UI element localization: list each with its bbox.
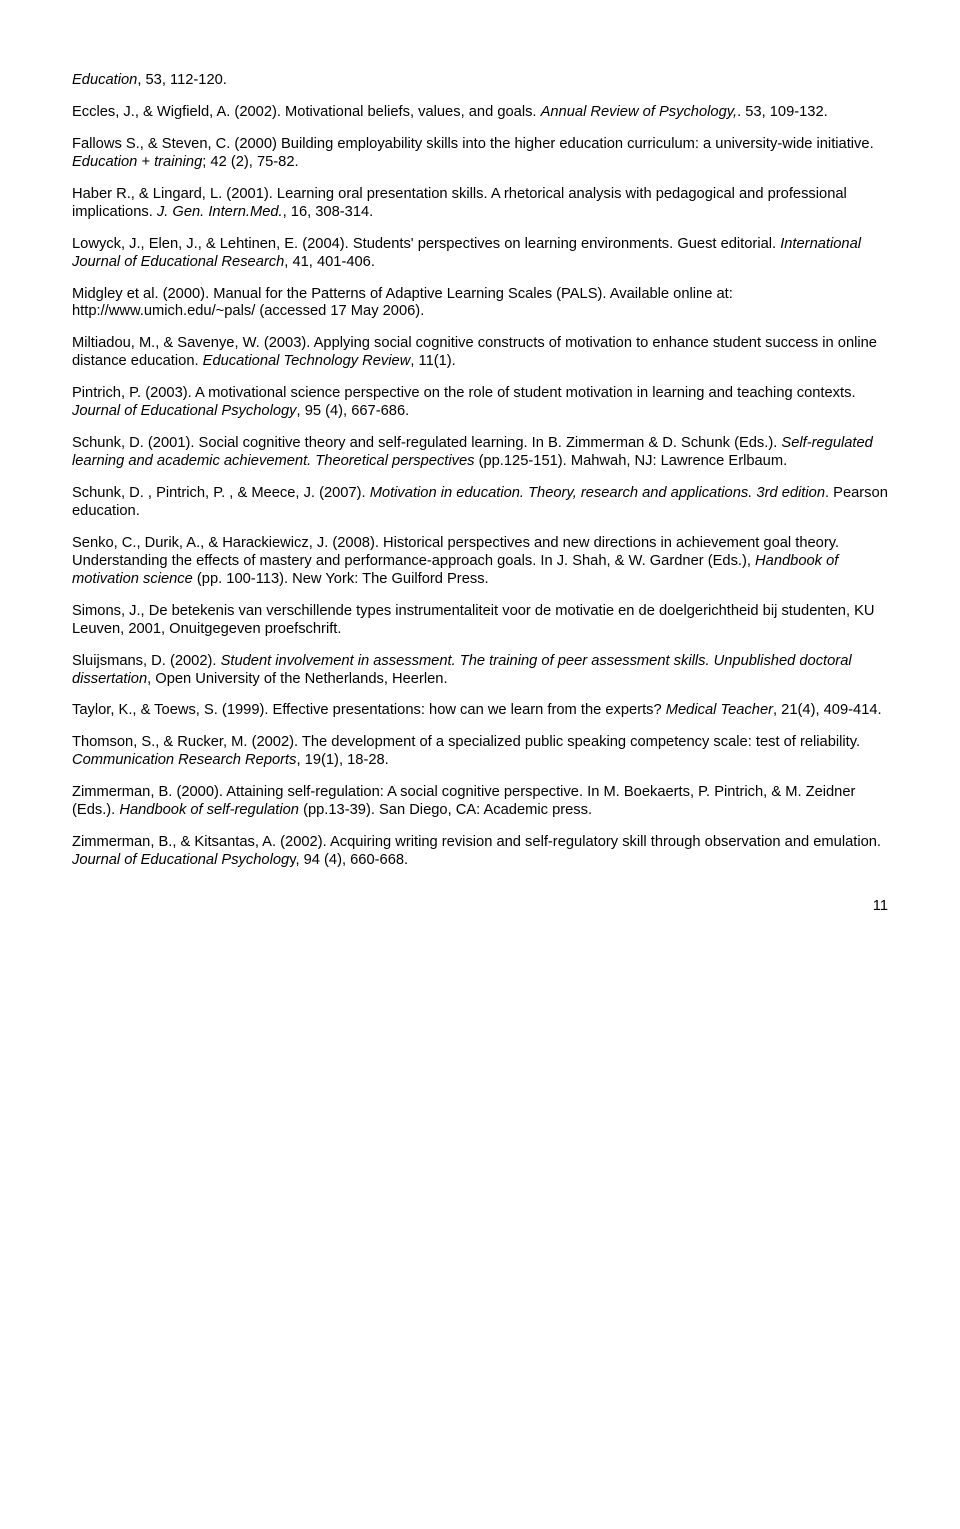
reference-entry: Pintrich, P. (2003). A motivational scie… bbox=[72, 385, 888, 421]
reference-text: , 11(1). bbox=[410, 353, 455, 369]
reference-entry: Sluijsmans, D. (2002). Student involveme… bbox=[72, 653, 888, 689]
reference-text: , 21(4), 409-414. bbox=[773, 702, 882, 718]
reference-text: , 41, 401-406. bbox=[284, 254, 375, 270]
reference-entry: Fallows S., & Steven, C. (2000) Building… bbox=[72, 136, 888, 172]
reference-text: Lowyck, J., Elen, J., & Lehtinen, E. (20… bbox=[72, 236, 780, 252]
reference-entry: Miltiadou, M., & Savenye, W. (2003). App… bbox=[72, 335, 888, 371]
reference-entry: Thomson, S., & Rucker, M. (2002). The de… bbox=[72, 734, 888, 770]
page-number: 11 bbox=[72, 898, 888, 916]
reference-text: Communication Research Reports bbox=[72, 752, 297, 768]
reference-text: Simons, J., De betekenis van verschillen… bbox=[72, 603, 875, 637]
reference-entry: Haber R., & Lingard, L. (2001). Learning… bbox=[72, 186, 888, 222]
reference-text: , Open University of the Netherlands, He… bbox=[147, 671, 447, 687]
reference-text: Journal of Educational Psychology bbox=[72, 403, 297, 419]
reference-text: , 19(1), 18-28. bbox=[297, 752, 389, 768]
reference-text: ; 42 (2), 75-82. bbox=[202, 154, 298, 170]
reference-text: Thomson, S., & Rucker, M. (2002). The de… bbox=[72, 734, 860, 750]
reference-text: Sluijsmans, D. (2002). bbox=[72, 653, 221, 669]
reference-entry: Eccles, J., & Wigfield, A. (2002). Motiv… bbox=[72, 104, 888, 122]
reference-text: y, 94 (4), 660-668. bbox=[289, 852, 408, 868]
reference-text: Annual Review of Psychology, bbox=[541, 104, 737, 120]
reference-entry: Schunk, D. , Pintrich, P. , & Meece, J. … bbox=[72, 485, 888, 521]
reference-text: Senko, C., Durik, A., & Harackiewicz, J.… bbox=[72, 535, 839, 569]
reference-text: Education + training bbox=[72, 154, 202, 170]
reference-entry: Midgley et al. (2000). Manual for the Pa… bbox=[72, 286, 888, 322]
reference-entry: Senko, C., Durik, A., & Harackiewicz, J.… bbox=[72, 535, 888, 589]
reference-text: Fallows S., & Steven, C. (2000) Building… bbox=[72, 136, 874, 152]
reference-entry: Simons, J., De betekenis van verschillen… bbox=[72, 603, 888, 639]
reference-text: Education bbox=[72, 72, 137, 88]
reference-text: Pintrich, P. (2003). A motivational scie… bbox=[72, 385, 856, 401]
reference-text: (pp.13-39). San Diego, CA: Academic pres… bbox=[299, 802, 592, 818]
reference-text: , 16, 308-314. bbox=[283, 204, 374, 220]
reference-entry: Zimmerman, B., & Kitsantas, A. (2002). A… bbox=[72, 834, 888, 870]
reference-entry: Schunk, D. (2001). Social cognitive theo… bbox=[72, 435, 888, 471]
reference-text: Schunk, D. , Pintrich, P. , & Meece, J. … bbox=[72, 485, 370, 501]
reference-entry: Education, 53, 112-120. bbox=[72, 72, 888, 90]
reference-text: Midgley et al. (2000). Manual for the Pa… bbox=[72, 286, 733, 320]
reference-text: Journal of Educational Psycholog bbox=[72, 852, 289, 868]
reference-text: Schunk, D. (2001). Social cognitive theo… bbox=[72, 435, 781, 451]
reference-text: Zimmerman, B., & Kitsantas, A. (2002). A… bbox=[72, 834, 881, 850]
reference-text: Taylor, K., & Toews, S. (1999). Effectiv… bbox=[72, 702, 666, 718]
reference-text: Miltiadou, M., & Savenye, W. (2003). App… bbox=[72, 335, 877, 369]
reference-entry: Lowyck, J., Elen, J., & Lehtinen, E. (20… bbox=[72, 236, 888, 272]
reference-text: (pp. 100-113). New York: The Guilford Pr… bbox=[193, 571, 489, 587]
reference-entry: Taylor, K., & Toews, S. (1999). Effectiv… bbox=[72, 702, 888, 720]
reference-text: , 53, 112-120. bbox=[137, 72, 227, 88]
reference-text: Educational Technology Review bbox=[203, 353, 411, 369]
reference-text: J. Gen. Intern.Med. bbox=[157, 204, 283, 220]
reference-text: . 53, 109-132. bbox=[737, 104, 828, 120]
reference-text: , 95 (4), 667-686. bbox=[297, 403, 410, 419]
reference-entry: Zimmerman, B. (2000). Attaining self-reg… bbox=[72, 784, 888, 820]
reference-text: Motivation in education. Theory, researc… bbox=[370, 485, 825, 501]
reference-text: Eccles, J., & Wigfield, A. (2002). Motiv… bbox=[72, 104, 541, 120]
reference-text: Handbook of self-regulation bbox=[119, 802, 299, 818]
references-list: Education, 53, 112-120. Eccles, J., & Wig… bbox=[72, 72, 888, 870]
reference-text: Medical Teacher bbox=[666, 702, 773, 718]
reference-text: (pp.125-151). Mahwah, NJ: Lawrence Erlba… bbox=[475, 453, 788, 469]
